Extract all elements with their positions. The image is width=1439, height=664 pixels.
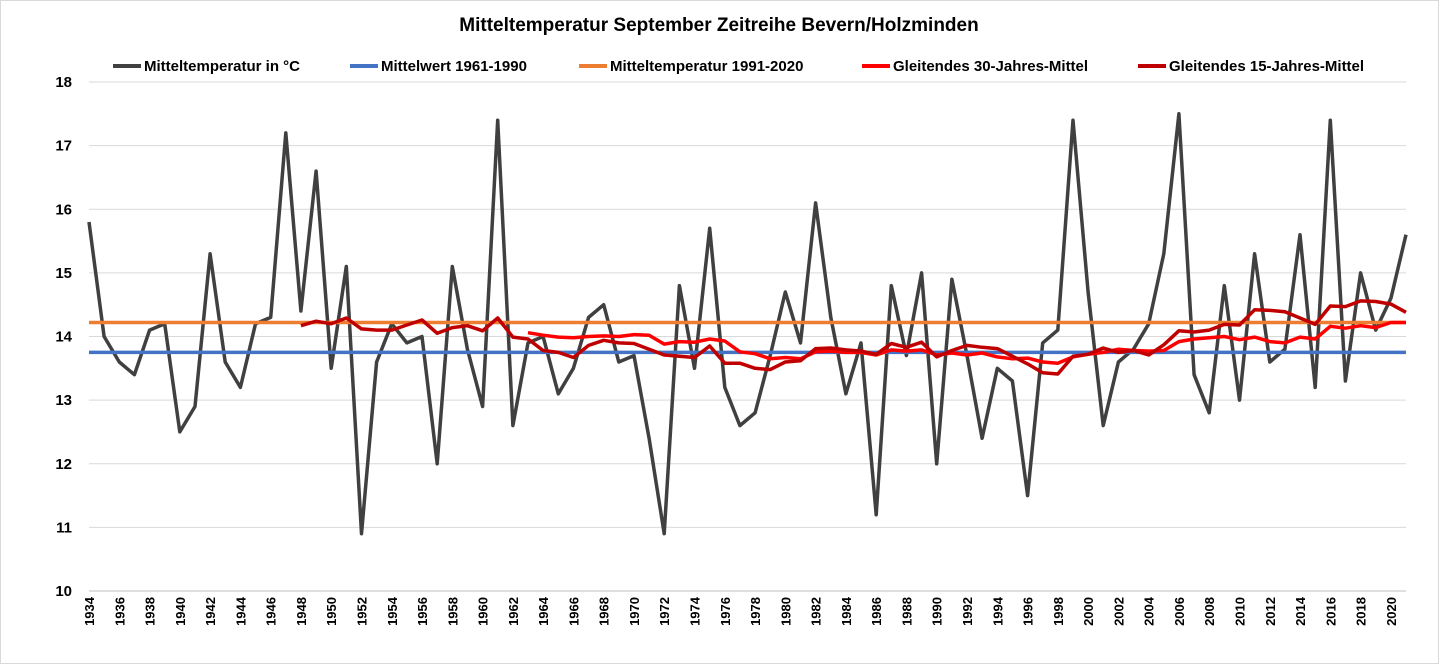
x-tick-label: 2012 [1263, 597, 1278, 626]
x-tick-label: 1968 [597, 597, 612, 626]
chart-title: Mitteltemperatur September Zeitreihe Bev… [459, 15, 978, 36]
x-tick-label: 1934 [82, 596, 97, 626]
x-tick-label: 1974 [688, 596, 703, 626]
x-tick-label: 1978 [748, 597, 763, 626]
x-axis: 1934 1936 1938 1940 1942 1944 1946 1948 1950 1952… [82, 590, 1406, 626]
y-tick-label: 16 [55, 201, 72, 218]
y-tick-label: 11 [56, 519, 72, 536]
legend-entry: Gleitendes 15-Jahres-Mittel [1169, 58, 1364, 75]
x-tick-label: 2016 [1323, 597, 1338, 626]
legend: Mitteltemperatur in °C Mittelwert 1961-19… [113, 58, 1364, 75]
y-axis: 10 11 12 13 14 15 16 17 18 [55, 74, 72, 600]
x-tick-label: 1998 [1051, 597, 1066, 626]
x-tick-label: 2006 [1172, 597, 1187, 626]
x-tick-label: 2008 [1202, 597, 1217, 626]
x-tick-label: 1938 [143, 597, 158, 626]
x-tick-label: 1948 [294, 597, 309, 626]
x-tick-label: 2010 [1232, 597, 1247, 626]
x-tick-label: 1988 [899, 597, 914, 626]
x-tick-label: 1992 [960, 597, 975, 626]
x-tick-label: 1950 [324, 597, 339, 626]
x-tick-label: 1994 [990, 596, 1005, 626]
y-tick-label: 14 [55, 329, 72, 346]
series-line-gleitendes-15-jahres-mittel [300, 299, 1407, 376]
x-tick-label: 1936 [112, 597, 127, 626]
series-lines [87, 112, 1408, 536]
legend-entry: Gleitendes 30-Jahres-Mittel [893, 58, 1088, 75]
series-line-gleitendes-30-jahres-mittel [527, 320, 1406, 365]
y-tick-label: 17 [55, 138, 72, 155]
x-tick-label: 1944 [233, 596, 248, 626]
x-tick-label: 1956 [415, 597, 430, 626]
x-tick-label: 2018 [1354, 597, 1369, 626]
x-tick-label: 1954 [385, 596, 400, 626]
x-tick-label: 1960 [476, 597, 491, 626]
x-tick-label: 1980 [778, 597, 793, 626]
legend-entry: Mittelwert 1961-1990 [381, 58, 527, 75]
series-line-mitteltemperatur-in-c [87, 112, 1408, 536]
x-tick-label: 1958 [445, 597, 460, 626]
x-tick-label: 1970 [627, 597, 642, 626]
x-tick-label: 1984 [839, 596, 854, 626]
x-tick-label: 1972 [657, 597, 672, 626]
x-tick-label: 1996 [1021, 597, 1036, 626]
y-tick-label: 13 [55, 392, 72, 409]
x-tick-label: 1942 [203, 597, 218, 626]
x-tick-label: 1976 [718, 597, 733, 626]
x-tick-label: 1986 [869, 597, 884, 626]
x-tick-label: 1946 [264, 597, 279, 626]
x-tick-label: 2014 [1293, 596, 1308, 626]
x-tick-label: 1966 [566, 597, 581, 626]
y-tick-label: 12 [55, 456, 72, 473]
x-tick-label: 1990 [930, 597, 945, 626]
y-tick-label: 18 [55, 74, 72, 91]
x-tick-label: 1964 [536, 596, 551, 626]
x-tick-label: 1940 [173, 597, 188, 626]
x-tick-label: 1982 [809, 597, 824, 626]
y-tick-label: 10 [55, 583, 72, 600]
y-tick-label: 15 [55, 265, 72, 282]
x-tick-label: 2000 [1081, 597, 1096, 626]
x-tick-label: 2002 [1111, 597, 1126, 626]
x-tick-label: 2020 [1384, 597, 1399, 626]
x-tick-label: 1962 [506, 597, 521, 626]
x-tick-label: 2004 [1142, 596, 1157, 626]
legend-entry: Mitteltemperatur in °C [144, 58, 300, 75]
x-tick-label: 1952 [354, 597, 369, 626]
legend-entry: Mitteltemperatur 1991-2020 [610, 58, 803, 75]
